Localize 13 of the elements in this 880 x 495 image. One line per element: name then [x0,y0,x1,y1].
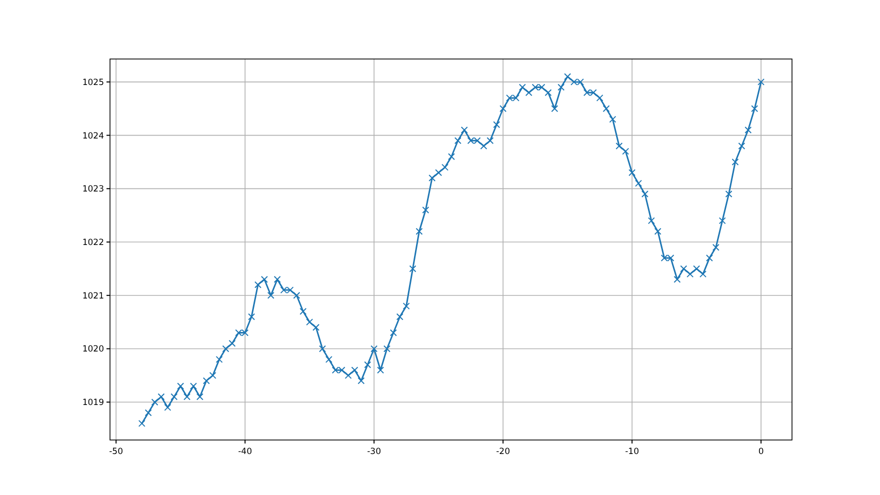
y-tick-label: 1025 [82,78,104,88]
y-tick-label: 1024 [82,131,104,142]
x-tick-label: -30 [367,447,381,457]
x-tick-label: -50 [109,447,124,457]
y-tick-label: 1020 [82,344,104,355]
x-tick-label: -10 [625,447,639,457]
x-tick-label: -40 [238,447,252,457]
x-tick-label: -20 [496,447,510,457]
y-tick-label: 1022 [82,238,104,248]
y-tick-label: 1021 [82,291,104,302]
x-tick-label: 0 [758,447,764,457]
y-tick-label: 1019 [82,398,104,408]
y-tick-label: 1023 [82,184,104,195]
